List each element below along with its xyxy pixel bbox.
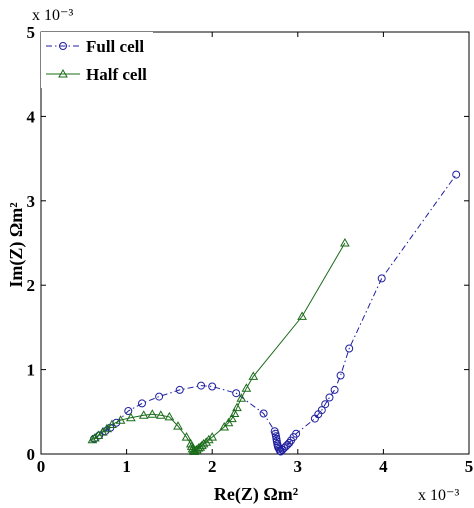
data-point-full-cell	[155, 392, 164, 401]
data-point-full-cell	[330, 385, 339, 394]
data-point-half-cell	[340, 237, 350, 247]
legend-box	[41, 32, 153, 88]
data-point-half-cell	[248, 371, 259, 380]
data-point-half-cell	[201, 437, 212, 446]
data-point-full-cell	[292, 429, 301, 438]
data-point-half-cell	[90, 432, 100, 442]
data-point-half-cell	[223, 417, 234, 427]
legend-full-cell-marker	[59, 42, 67, 50]
data-point-full-cell	[452, 170, 461, 179]
y-tick-label: 3	[27, 192, 36, 211]
legend-half-cell-label: Half cell	[86, 65, 147, 84]
legend-full-cell-label: Full cell	[86, 37, 144, 56]
data-point-half-cell	[227, 413, 237, 423]
x-multiplier: x 10⁻³	[418, 487, 459, 504]
x-tick-label: 0	[37, 457, 46, 476]
data-point-full-cell	[325, 393, 334, 402]
data-point-full-cell	[208, 382, 217, 391]
data-point-full-cell	[124, 407, 133, 415]
data-point-full-cell	[345, 344, 354, 353]
series-layer	[87, 170, 461, 456]
data-point-half-cell	[115, 415, 126, 424]
legend-half-cell-marker	[58, 68, 68, 78]
data-point-full-cell	[259, 409, 268, 418]
data-point-half-cell	[138, 410, 149, 419]
data-point-half-cell	[155, 410, 166, 419]
y-tick-label: 0	[27, 445, 36, 464]
plot-frame	[40, 31, 470, 455]
data-point-half-cell	[102, 423, 112, 433]
series-line-full-cell	[93, 174, 457, 453]
data-point-half-cell	[173, 421, 183, 430]
axes: 0 1 2 3 4 5 0 1 2 3 4 5	[27, 23, 474, 476]
data-point-half-cell	[191, 444, 202, 454]
y-multiplier: x 10⁻³	[32, 7, 73, 24]
y-tick-label: 1	[27, 361, 36, 380]
data-point-half-cell	[297, 311, 307, 320]
x-tick-label: 1	[122, 457, 131, 476]
x-tick-label: 2	[208, 457, 217, 476]
data-point-full-cell	[138, 399, 146, 408]
x-tick-label: 3	[294, 457, 303, 476]
data-point-half-cell	[207, 432, 218, 441]
x-tick-label: 5	[465, 457, 474, 476]
x-tick-label: 4	[379, 457, 388, 476]
y-tick-label: 5	[27, 23, 36, 42]
data-point-full-cell	[336, 371, 345, 380]
data-point-half-cell	[229, 408, 240, 417]
data-point-half-cell	[164, 411, 175, 421]
data-point-full-cell	[175, 385, 184, 394]
data-point-half-cell	[198, 438, 209, 448]
data-point-full-cell	[232, 389, 241, 398]
legend: Full cell Half cell	[41, 32, 153, 88]
data-point-half-cell	[232, 402, 242, 412]
data-point-half-cell	[193, 443, 204, 452]
data-point-full-cell	[321, 400, 330, 409]
data-point-half-cell	[107, 419, 117, 428]
data-point-full-cell	[285, 439, 294, 447]
series-half-cell	[87, 237, 350, 455]
y-tick-label: 2	[27, 276, 36, 295]
data-point-half-cell	[181, 432, 192, 441]
data-point-full-cell	[377, 274, 386, 283]
data-point-full-cell	[317, 406, 326, 415]
data-point-half-cell	[87, 434, 98, 444]
y-axis-title: Im(Z) Ωm²	[6, 202, 27, 287]
data-point-half-cell	[203, 434, 214, 444]
x-axis-title: Re(Z) Ωm²	[214, 484, 298, 505]
data-point-half-cell	[236, 393, 247, 402]
y-tick-label: 4	[27, 107, 36, 126]
series-full-cell	[90, 170, 461, 456]
data-point-half-cell	[126, 412, 136, 422]
data-point-half-cell	[241, 383, 252, 392]
data-point-half-cell	[147, 409, 158, 418]
data-point-half-cell	[219, 421, 230, 431]
data-point-full-cell	[197, 381, 206, 390]
